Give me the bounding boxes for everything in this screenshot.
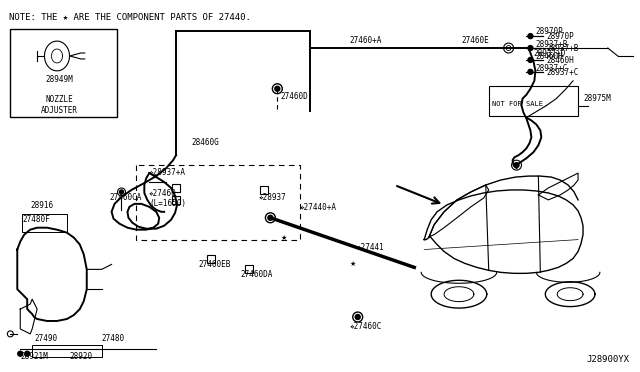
- Bar: [172, 196, 180, 204]
- Text: ✧28937: ✧28937: [259, 193, 286, 202]
- Text: 28916: 28916: [30, 201, 53, 210]
- Text: ★: ★: [350, 262, 356, 267]
- Text: 28937+C: 28937+C: [547, 68, 579, 77]
- Text: NOT FOR SALE: NOT FOR SALE: [492, 101, 543, 107]
- Circle shape: [528, 33, 533, 39]
- Text: 28460G: 28460G: [191, 138, 219, 147]
- Text: 28937+B: 28937+B: [536, 40, 568, 49]
- Bar: [244, 265, 253, 273]
- Circle shape: [355, 315, 360, 320]
- Circle shape: [18, 351, 23, 356]
- Text: 28970P: 28970P: [536, 27, 563, 36]
- Text: J28900YX: J28900YX: [587, 355, 630, 364]
- Text: 28970P: 28970P: [547, 32, 574, 41]
- Text: 28937+C: 28937+C: [536, 64, 568, 73]
- Circle shape: [528, 57, 533, 62]
- Bar: [489, 86, 578, 116]
- Text: 27460EB: 27460EB: [199, 260, 231, 269]
- Text: 28937+D: 28937+D: [533, 49, 566, 58]
- Text: 28937+B: 28937+B: [547, 44, 579, 53]
- Circle shape: [268, 215, 273, 220]
- Text: 28460H: 28460H: [536, 52, 563, 61]
- Text: 27480F: 27480F: [22, 215, 50, 224]
- Text: 27460CA: 27460CA: [109, 193, 142, 202]
- Circle shape: [25, 351, 29, 356]
- Text: 27460E: 27460E: [461, 36, 489, 45]
- Bar: [32, 345, 102, 357]
- Bar: [260, 186, 268, 194]
- Text: 27460D: 27460D: [280, 92, 308, 101]
- Text: 27490: 27490: [34, 334, 57, 343]
- Text: ✧28937+A: ✧28937+A: [149, 168, 186, 177]
- Text: 28949M: 28949M: [45, 75, 73, 84]
- Circle shape: [528, 45, 533, 51]
- Text: ✧27460C: ✧27460C: [350, 322, 382, 331]
- Circle shape: [275, 86, 280, 91]
- Bar: [22, 214, 67, 232]
- Circle shape: [514, 163, 519, 168]
- Text: NOZZLE
ADJUSTER: NOZZLE ADJUSTER: [40, 95, 77, 115]
- Text: 28975M: 28975M: [583, 94, 611, 103]
- Circle shape: [120, 190, 124, 194]
- Text: ✧27460: ✧27460: [149, 189, 177, 198]
- Text: (L=1650): (L=1650): [149, 199, 186, 208]
- Bar: [172, 184, 180, 192]
- Text: 28460H: 28460H: [547, 56, 574, 65]
- Text: ✧27441: ✧27441: [356, 243, 385, 251]
- Text: 27460+A: 27460+A: [350, 36, 382, 45]
- Text: 28920: 28920: [70, 352, 93, 361]
- Text: ✧27440+A: ✧27440+A: [300, 203, 337, 212]
- Text: NOTE: THE ★ ARE THE COMPONENT PARTS OF 27440.: NOTE: THE ★ ARE THE COMPONENT PARTS OF 2…: [10, 13, 252, 22]
- Text: 28921M: 28921M: [20, 352, 48, 361]
- Bar: [10, 29, 116, 116]
- Bar: [207, 256, 215, 263]
- Text: 27480: 27480: [102, 334, 125, 343]
- Circle shape: [528, 69, 533, 74]
- Text: ★: ★: [280, 235, 287, 241]
- Text: 27460DA: 27460DA: [241, 270, 273, 279]
